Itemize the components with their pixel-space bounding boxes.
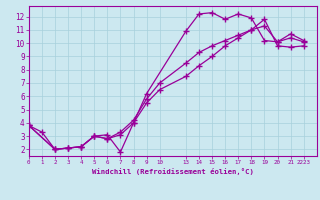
X-axis label: Windchill (Refroidissement éolien,°C): Windchill (Refroidissement éolien,°C) — [92, 168, 254, 175]
